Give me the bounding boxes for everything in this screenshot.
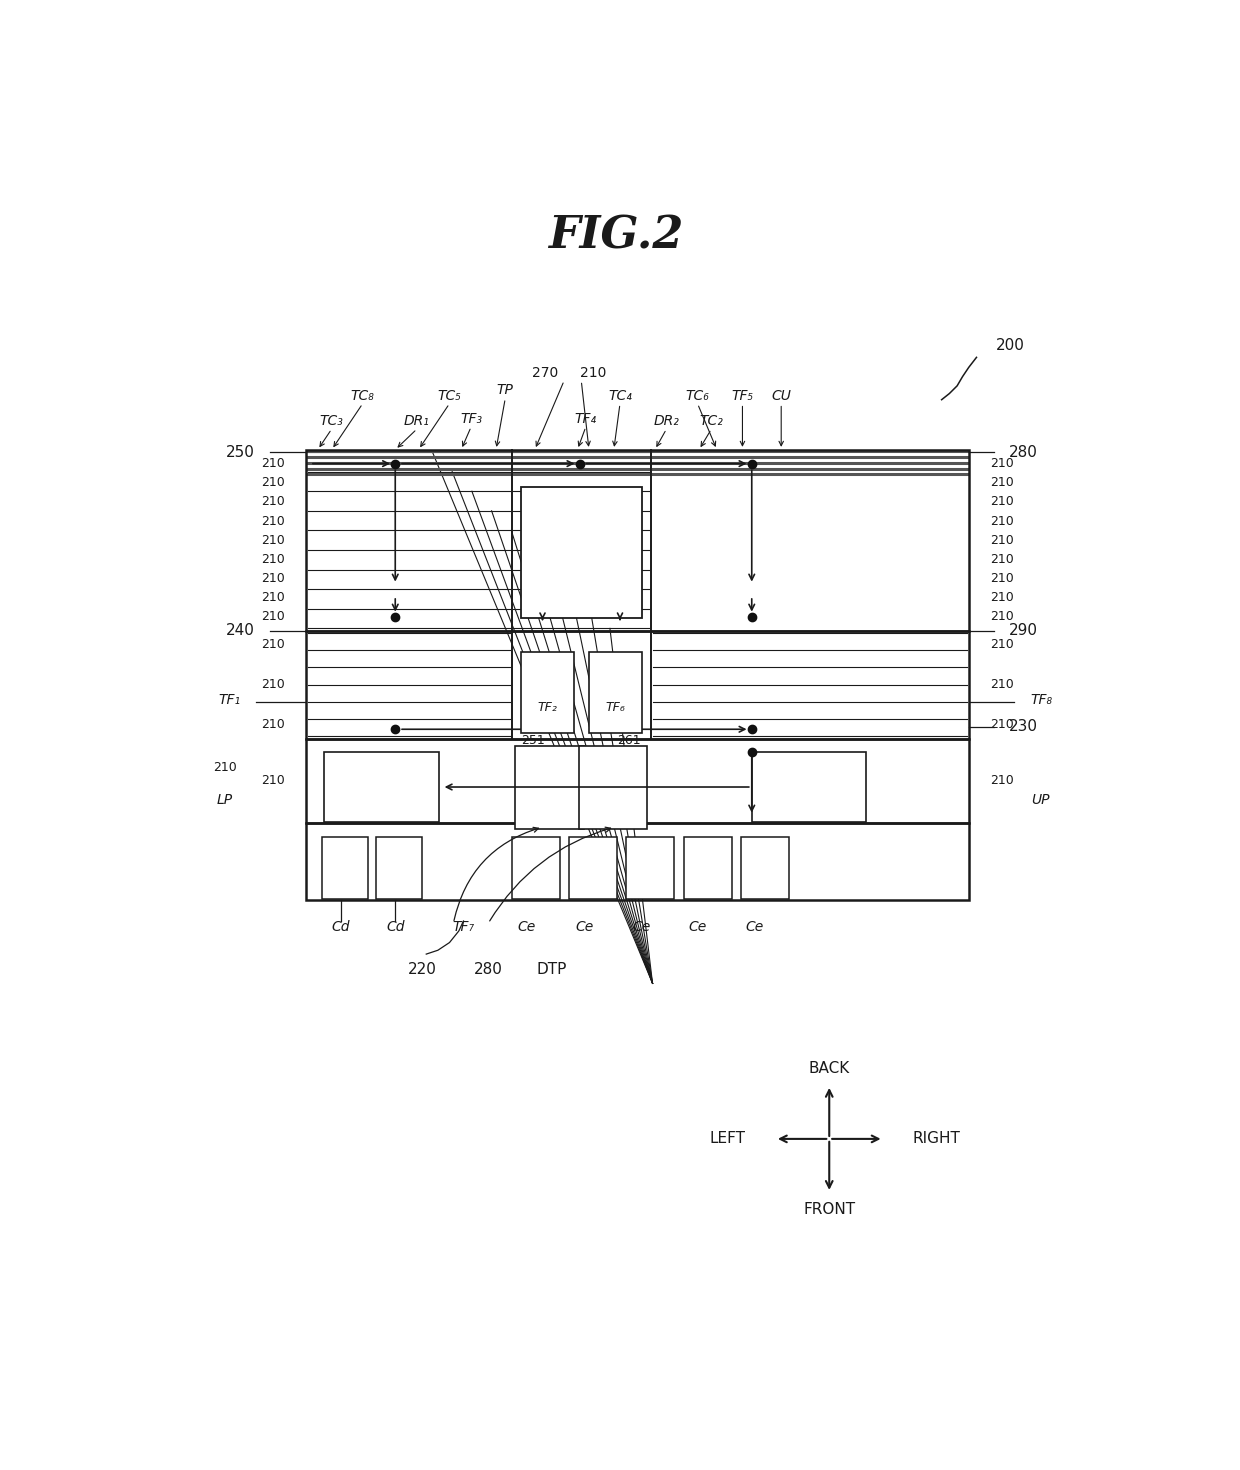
Text: TC₃: TC₃ [320,415,343,428]
Text: 210: 210 [260,638,284,651]
Text: 210: 210 [260,534,284,547]
Bar [306,450,968,631]
Text: TF₁: TF₁ [218,692,241,707]
Text: TF₈: TF₈ [1030,692,1053,707]
Text: 210: 210 [991,719,1014,731]
Text: 210: 210 [212,761,237,775]
Bar [324,753,439,822]
Text: 210: 210 [991,591,1014,604]
Bar [306,823,968,900]
Text: BACK: BACK [808,1060,849,1076]
Text: TF₅: TF₅ [732,390,754,403]
Bar [321,836,368,898]
Text: Cd: Cd [332,920,350,933]
Text: 210: 210 [991,678,1014,691]
Text: 210: 210 [991,457,1014,470]
Text: 280: 280 [474,961,502,978]
Text: 210: 210 [260,775,284,788]
Text: 220: 220 [408,961,436,978]
Bar [589,653,642,734]
Bar [516,747,584,829]
Bar [569,836,618,898]
Text: 251: 251 [521,734,546,747]
Text: 261: 261 [618,734,641,747]
Text: TF₇: TF₇ [453,920,475,933]
Text: 210: 210 [991,534,1014,547]
Text: Ce: Ce [575,920,594,933]
Bar [511,836,559,898]
Text: 210: 210 [260,514,284,528]
Text: TC₂: TC₂ [699,415,723,428]
Text: 210: 210 [991,610,1014,623]
Bar [521,487,642,617]
Text: 210: 210 [991,775,1014,788]
Bar [579,747,647,829]
Text: LEFT: LEFT [709,1132,745,1147]
Text: 210: 210 [260,610,284,623]
Text: DR₂: DR₂ [653,415,680,428]
Text: TF₄: TF₄ [575,412,596,426]
Text: Cd: Cd [386,920,404,933]
Text: Ce: Ce [632,920,651,933]
Text: 200: 200 [996,338,1024,353]
Text: RIGHT: RIGHT [913,1132,961,1147]
Text: TC₄: TC₄ [608,390,632,403]
Text: DR₁: DR₁ [404,415,430,428]
Text: 210: 210 [260,476,284,490]
Text: 210: 210 [260,553,284,566]
Bar [742,836,789,898]
Bar [626,836,675,898]
Text: 210: 210 [580,366,606,379]
Text: TF₆: TF₆ [605,701,625,714]
Text: TC₆: TC₆ [686,390,709,403]
Bar [751,753,867,822]
Text: Ce: Ce [518,920,536,933]
Text: LP: LP [216,794,233,807]
Text: 210: 210 [260,678,284,691]
Text: 210: 210 [260,495,284,509]
Text: TF₂: TF₂ [537,701,557,714]
Bar [306,631,968,738]
Bar [376,836,423,898]
Text: 280: 280 [1008,444,1038,460]
Text: 210: 210 [991,572,1014,585]
Text: 210: 210 [991,495,1014,509]
Text: FRONT: FRONT [804,1202,856,1217]
Text: Ce: Ce [745,920,764,933]
Text: 210: 210 [991,476,1014,490]
Text: TC₈: TC₈ [351,390,374,403]
Text: CU: CU [771,390,791,403]
Text: 270: 270 [532,366,558,379]
Text: TC₅: TC₅ [438,390,461,403]
Text: 210: 210 [991,553,1014,566]
Text: 210: 210 [260,719,284,731]
Bar [521,653,573,734]
Text: 210: 210 [991,638,1014,651]
Text: UP: UP [1030,794,1049,807]
Text: 250: 250 [226,444,254,460]
Text: TF₃: TF₃ [460,412,482,426]
Text: TP: TP [497,384,513,397]
Text: DTP: DTP [537,961,567,978]
Text: 210: 210 [260,457,284,470]
Text: 210: 210 [991,514,1014,528]
Text: 210: 210 [260,572,284,585]
Bar [306,738,968,823]
Text: 290: 290 [1008,623,1038,638]
Text: FIG.2: FIG.2 [548,215,683,257]
Text: 230: 230 [1008,719,1038,735]
Text: 210: 210 [260,591,284,604]
Text: Ce: Ce [688,920,707,933]
Bar [683,836,732,898]
Text: 240: 240 [226,623,254,638]
